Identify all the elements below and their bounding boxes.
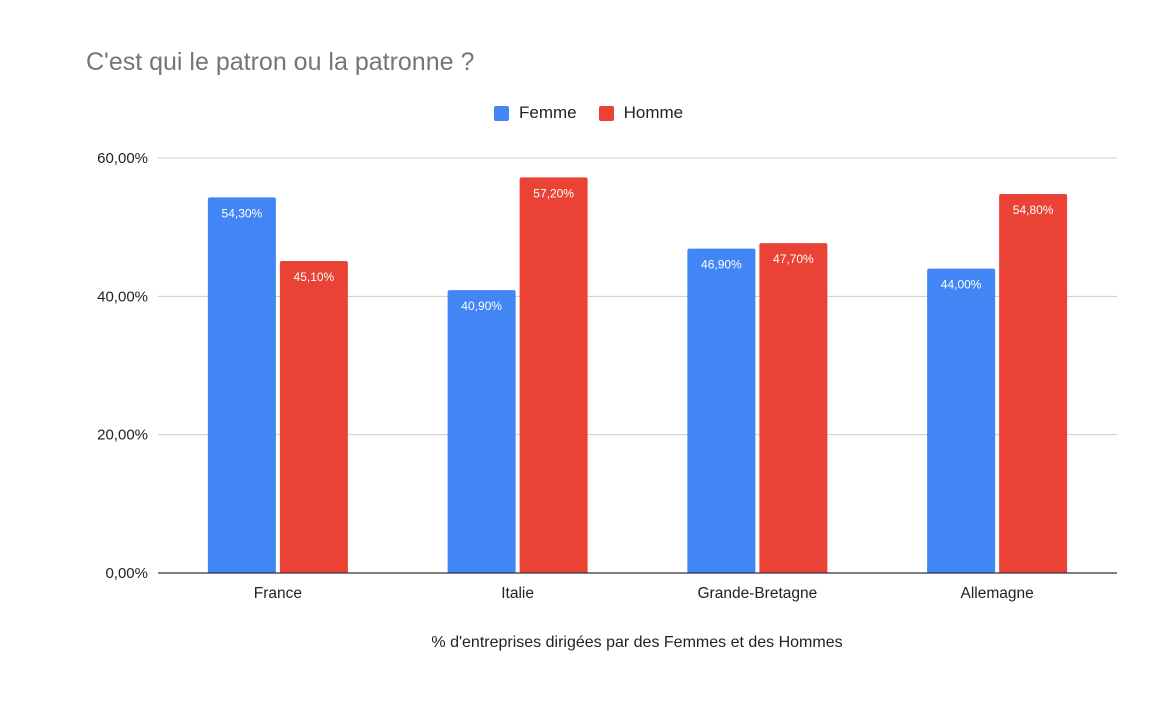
data-label: 54,30%: [222, 206, 263, 220]
data-label: 44,00%: [941, 278, 982, 292]
legend-item-homme: Homme: [598, 103, 684, 123]
data-label: 40,90%: [461, 299, 502, 313]
legend-label-homme: Homme: [623, 103, 684, 122]
bar-homme-france: [279, 261, 348, 573]
bar-homme-italie: [519, 177, 588, 573]
category-label: Italie: [501, 585, 534, 602]
bar-femme-france: [207, 197, 276, 574]
data-label: 57,20%: [533, 186, 574, 200]
bars: [207, 177, 1068, 574]
y-tick-label: 60,00%: [97, 150, 148, 167]
x-axis-categories: France Italie Grande-Bretagne Allemagne: [254, 585, 1034, 602]
bar-femme-italie: [447, 290, 516, 573]
chart-title: C'est qui le patron ou la patronne ?: [86, 48, 475, 76]
y-tick-label: 40,00%: [97, 288, 148, 305]
category-label: Grande-Bretagne: [697, 585, 817, 602]
data-label: 45,10%: [294, 270, 335, 284]
chart-legend: Femme Homme: [494, 103, 705, 123]
bar-homme-grande-bretagne: [759, 243, 828, 573]
legend-swatch-homme: [598, 105, 614, 121]
x-axis-title: % d'entreprises dirigées par des Femmes …: [431, 634, 842, 651]
y-axis-ticks: 0,00% 20,00% 40,00% 60,00%: [97, 150, 148, 582]
bar-homme-allemagne: [999, 193, 1068, 573]
legend-label-femme: Femme: [519, 103, 577, 122]
bar-femme-grande-bretagne: [687, 248, 756, 573]
legend-item-femme: Femme: [494, 103, 577, 123]
bar-femme-allemagne: [927, 268, 996, 573]
y-tick-label: 0,00%: [105, 565, 148, 582]
data-label: 54,80%: [1013, 203, 1054, 217]
legend-swatch-femme: [494, 105, 509, 121]
data-labels: 54,30% 45,10% 40,90% 57,20% 46,90% 47,70% 44,0…: [222, 186, 1054, 313]
y-tick-label: 20,00%: [97, 427, 148, 444]
category-label: Allemagne: [961, 585, 1034, 602]
data-label: 47,70%: [773, 252, 814, 266]
data-label: 46,90%: [701, 258, 742, 272]
category-label: France: [254, 585, 302, 602]
